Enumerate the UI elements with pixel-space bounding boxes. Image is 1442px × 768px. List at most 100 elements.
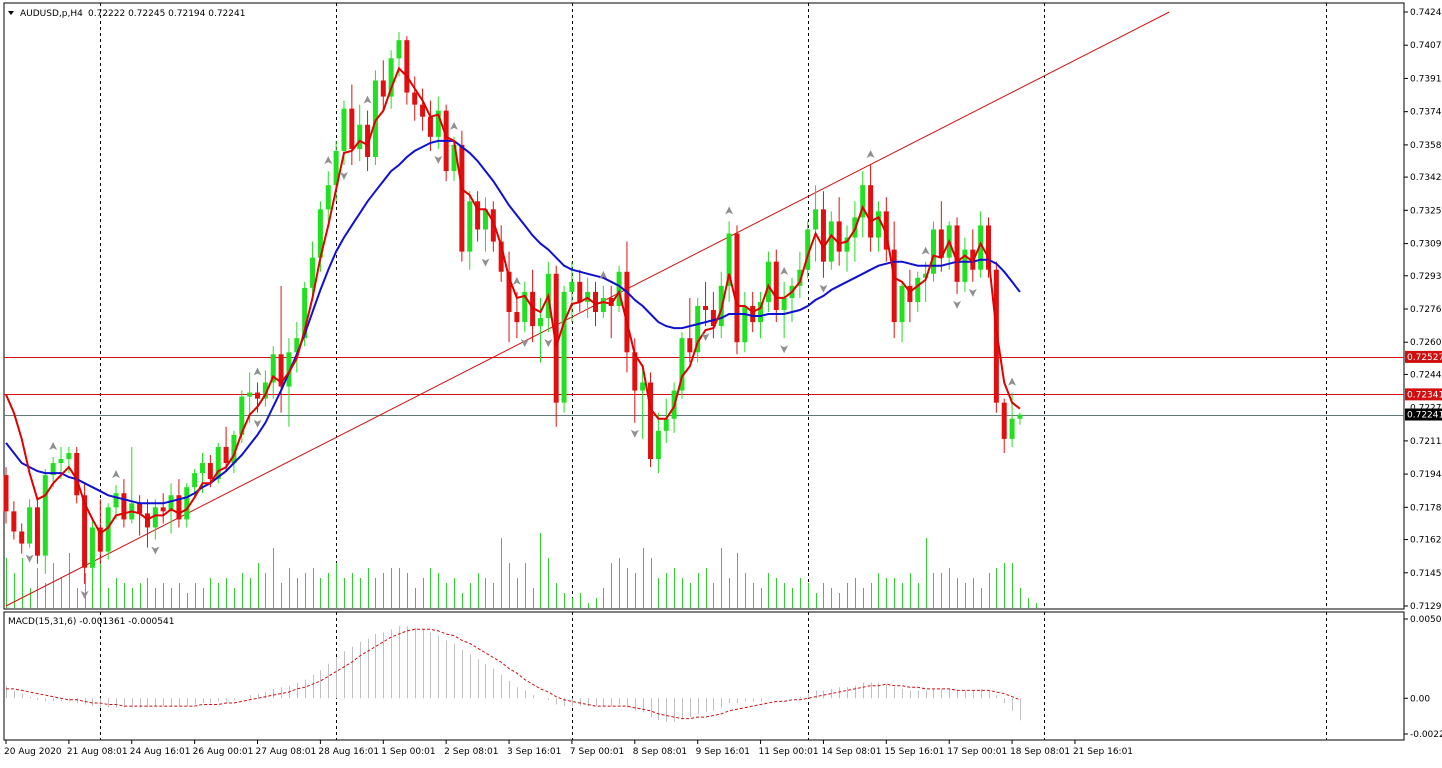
candle [986,217,991,278]
candle-body [569,281,575,292]
candle-body [192,473,198,488]
candle [616,265,622,313]
time-tick-label: 17 Sep 00:01 [947,747,1007,757]
moving-average-layer [5,66,1021,535]
macd-pane-background[interactable] [3,611,1405,741]
candle-body [420,104,426,117]
candle-body [113,493,119,508]
candle [412,76,418,121]
level-price-tag-box [1405,388,1442,401]
candle [27,499,33,548]
time-tick-label: 1 Sep 00:01 [381,747,435,757]
candle [938,201,944,272]
time-tick-label: 14 Sep 08:01 [821,747,881,757]
candle-body [302,287,308,339]
candle-body [58,459,64,464]
candle-body [506,271,512,313]
candle-body [19,531,25,544]
candle-body [522,291,528,323]
candle [443,104,449,182]
fractal-down-arrow-icon [25,554,34,563]
fractal-up-arrow-icon [1008,377,1017,386]
level-price-tag-box [1405,350,1442,363]
candle-body [986,225,991,270]
candle-body [215,446,221,480]
candle-body [325,185,331,210]
candle-body [750,305,756,323]
candle-body [317,209,323,258]
candle [742,291,748,353]
candle-body [435,110,441,137]
candle-body [820,209,826,262]
candle [137,495,143,536]
candle-body [844,237,850,252]
candle [899,281,905,343]
current-price-tag-box [1405,408,1442,421]
time-tick-label: 26 Aug 00:01 [193,747,254,757]
time-tick-label: 27 Aug 08:01 [256,747,317,757]
level-price-tag-label: 0.72527 [1407,353,1442,363]
time-tick-label: 3 Sep 16:01 [507,747,561,757]
candle-body [105,507,111,552]
candle [907,269,913,323]
fractal-down-arrow-icon [819,284,828,293]
time-tick-label: 7 Sep 00:01 [570,747,624,757]
candle-body [247,392,253,397]
candle-body [734,233,740,343]
candle-body [357,124,363,149]
fractal-down-arrow-icon [339,172,348,181]
candle [357,104,363,162]
fractal-up-arrow-icon [49,441,58,450]
price-tick-label: 0.73745 [1410,108,1442,118]
fractal-down-arrow-icon [434,155,443,164]
candle-body [781,297,787,311]
candle-body [679,338,685,391]
time-tick-label: 2 Sep 08:01 [444,747,498,757]
macd-tick-label: 0.00 [1410,694,1430,704]
candle [325,171,331,222]
candle-body [624,271,630,353]
level-price-tag-label: 0.72341 [1407,390,1442,400]
candle-body [152,507,158,528]
candle-body [773,261,779,311]
price-tick-label: 0.71455 [1410,569,1442,579]
candle [883,197,889,262]
candle [82,483,88,584]
candle-body [89,527,95,568]
candle-body [365,124,371,157]
candle-body [34,507,40,556]
candle [561,285,567,413]
macd-label: MACD(15,31,6) -0.001361 -0.000541 [8,617,174,627]
candle [223,426,229,472]
candle-body [82,495,88,568]
candle-body [962,249,968,282]
current-price-tag-label: 0.72241 [1407,411,1442,421]
candle [365,110,371,172]
candle [506,251,512,343]
candle [640,366,646,439]
candle [726,221,732,302]
candle-body [168,495,174,512]
candle-body [482,209,488,230]
candle-body [923,273,929,278]
candle [420,88,426,131]
candle-body [427,116,433,137]
fractal-down-arrow-icon [701,333,710,342]
candle-body [451,144,457,172]
candle-body [561,291,567,403]
candle-body [121,493,127,520]
candle-body [891,249,897,323]
symbol-dropdown-icon[interactable] [8,11,14,15]
candle [11,501,17,540]
candle [828,211,834,270]
symbol-label[interactable]: AUDUSD,p,H4 [20,9,83,19]
candle [498,225,504,282]
candle-body [695,305,701,353]
fractal-up-arrow-icon [866,150,875,159]
fractal-down-arrow-icon [953,300,962,309]
